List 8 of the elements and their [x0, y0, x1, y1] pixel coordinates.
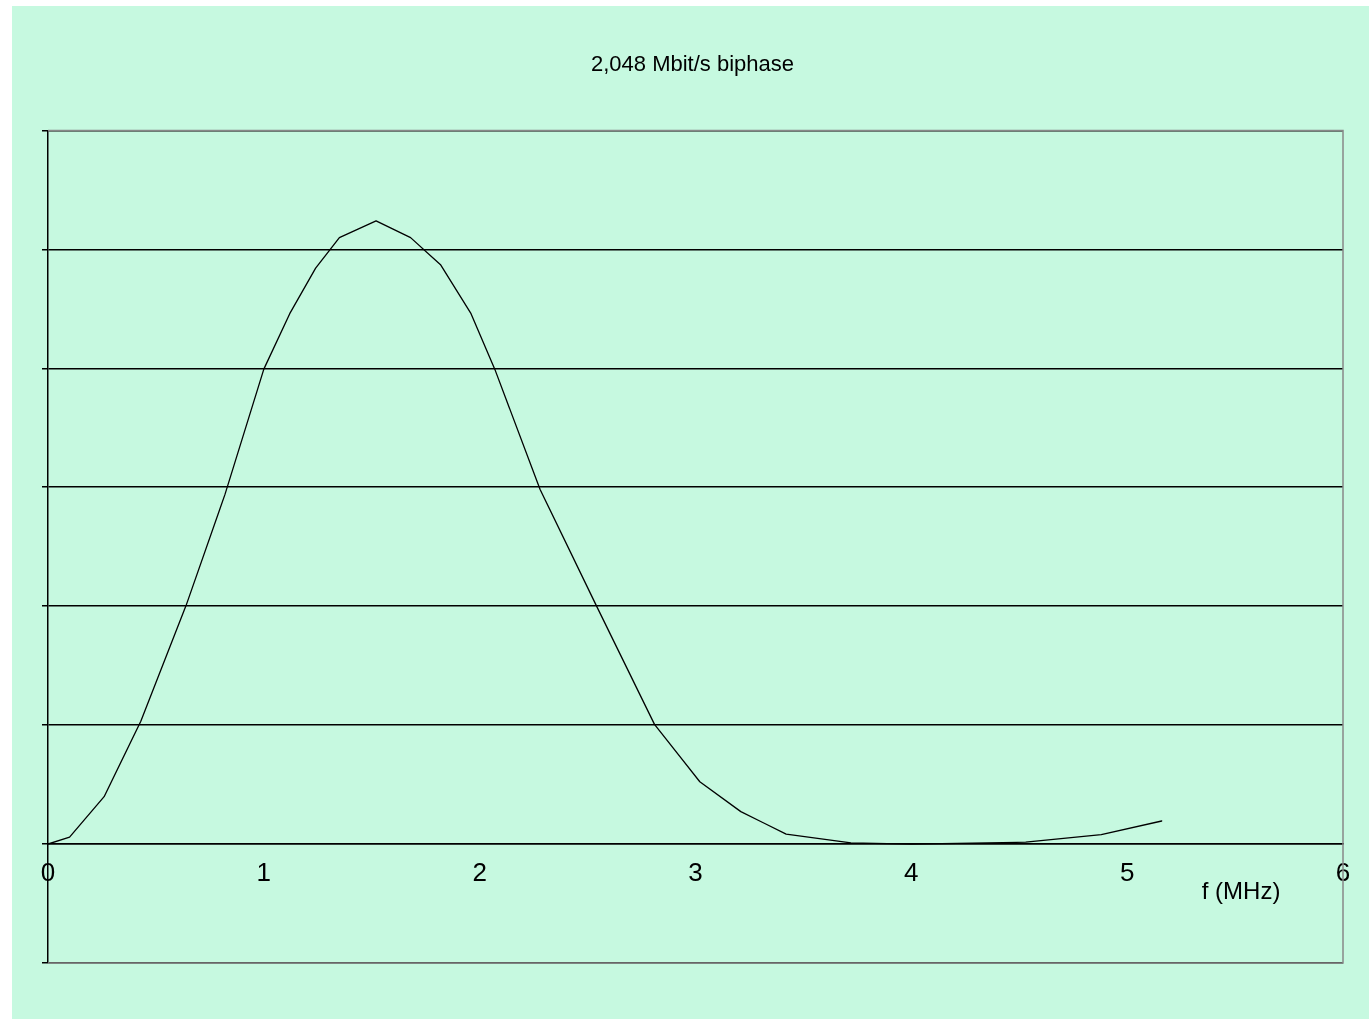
x-tick-label: 1 — [256, 856, 272, 887]
x-tick-label: 3 — [688, 856, 703, 887]
x-tick-label: 6 — [1335, 856, 1351, 887]
x-tick-label: 5 — [1119, 856, 1135, 887]
x-tick-label: 4 — [904, 856, 919, 887]
x-axis-title: f (MHz) — [1201, 876, 1281, 904]
x-tick-label: 2 — [472, 856, 487, 887]
chart-title: 2,048 Mbit/s biphase — [590, 51, 795, 77]
